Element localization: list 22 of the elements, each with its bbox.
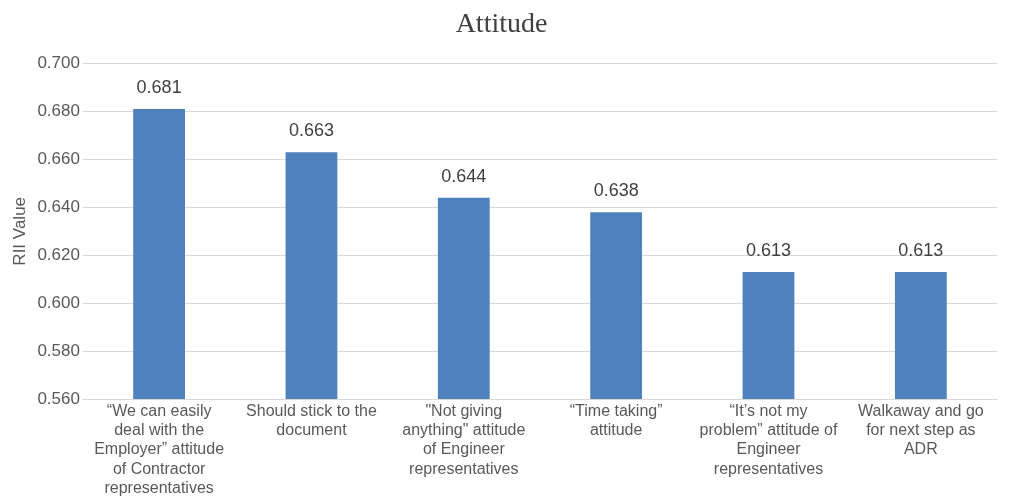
x-tick-label: "Not giving anything" attitude of Engineer representatives: [402, 402, 526, 477]
x-tick-label: “We can easily deal with the Employer” attitude of Contractor representatives: [94, 402, 225, 496]
y-tick-label: 0.700: [37, 53, 80, 73]
y-tick-label: 0.580: [37, 340, 80, 360]
data-label: 0.663: [288, 120, 334, 141]
x-tick-label: “Time taking” attitude: [569, 402, 663, 439]
data-label: 0.613: [745, 240, 792, 260]
data-label: 0.644: [441, 165, 487, 186]
x-tick-label: “It’s not my problem” attitude of Engineer representatives: [699, 402, 838, 477]
y-tick-label: 0.560: [37, 388, 80, 408]
data-label: 0.681: [136, 77, 182, 98]
data-label: 0.638: [593, 180, 639, 201]
y-tick-label: 0.640: [37, 197, 80, 217]
x-tick-label: Walkaway and go for next step as ADR: [857, 402, 984, 458]
y-tick-label: 0.620: [37, 244, 80, 264]
x-tick-label: Should stick to the document: [246, 402, 377, 439]
y-axis-title: RII Value: [9, 196, 29, 266]
data-label: 0.613: [898, 240, 944, 260]
y-tick-label: 0.600: [37, 292, 80, 312]
chart-title: Attitude: [455, 7, 548, 39]
y-tick-label: 0.660: [37, 149, 80, 169]
y-tick-label: 0.680: [37, 101, 80, 121]
